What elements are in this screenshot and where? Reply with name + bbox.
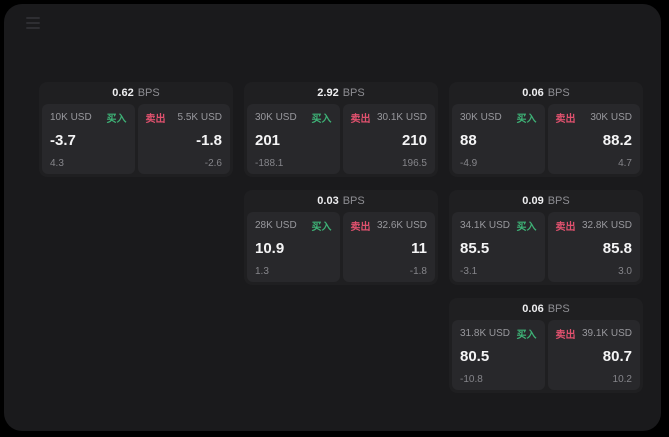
buy-button[interactable]: 买入 — [516, 222, 537, 233]
bps-value: 0.62 — [112, 87, 134, 99]
sell-value: 85.8 — [602, 240, 632, 258]
sell-button[interactable]: 卖出 — [350, 114, 371, 125]
sell-value: 80.7 — [602, 348, 632, 366]
sell-delta: -2.6 — [204, 158, 222, 169]
bps-header: 2.92 BPS — [244, 82, 438, 104]
sell-size: 30.1K USD — [376, 112, 427, 123]
bps-unit: BPS — [547, 303, 570, 315]
bps-value: 0.06 — [522, 303, 544, 315]
buy-panel[interactable]: 34.1K USD 买入 85.5 -3.1 — [452, 212, 545, 282]
buy-delta: -4.9 — [460, 158, 478, 169]
sell-value: -1.8 — [196, 132, 222, 150]
sell-value: 210 — [401, 132, 427, 150]
quote-card: 0.06 BPS 30K USD 买入 88 -4.9 卖出 30K USD — [449, 82, 643, 177]
buy-button[interactable]: 买入 — [311, 222, 332, 233]
buy-button[interactable]: 买入 — [311, 114, 332, 125]
buy-delta: 1.3 — [255, 266, 269, 277]
bps-value: 0.03 — [317, 195, 339, 207]
quote-card: 0.62 BPS 10K USD 买入 -3.7 4.3 卖出 5.5K USD — [39, 82, 233, 177]
bps-header: 0.62 BPS — [39, 82, 233, 104]
buy-size: 28K USD — [255, 220, 297, 231]
sell-panel[interactable]: 卖出 5.5K USD -1.8 -2.6 — [137, 104, 230, 174]
sell-delta: 10.2 — [612, 374, 632, 385]
buy-button[interactable]: 买入 — [516, 114, 537, 125]
sell-delta: -1.8 — [409, 266, 427, 277]
sell-value: 11 — [411, 240, 427, 258]
buy-panel[interactable]: 30K USD 买入 88 -4.9 — [452, 104, 545, 174]
buy-panel[interactable]: 28K USD 买入 10.9 1.3 — [247, 212, 340, 282]
quote-card: 0.09 BPS 34.1K USD 买入 85.5 -3.1 卖出 32.8K… — [449, 190, 643, 285]
quote-card: 0.03 BPS 28K USD 买入 10.9 1.3 卖出 32.6K US… — [244, 190, 438, 285]
bps-value: 0.09 — [522, 195, 544, 207]
quote-card-grid: 0.62 BPS 10K USD 买入 -3.7 4.3 卖出 5.5K USD — [39, 82, 643, 393]
buy-value: 85.5 — [460, 240, 490, 258]
bps-header: 0.09 BPS — [449, 190, 643, 212]
bps-header: 0.06 BPS — [449, 298, 643, 320]
sell-button[interactable]: 卖出 — [555, 114, 576, 125]
buy-delta: -188.1 — [255, 158, 284, 169]
buy-value: 10.9 — [255, 240, 285, 258]
bps-header: 0.03 BPS — [244, 190, 438, 212]
buy-size: 10K USD — [50, 112, 92, 123]
buy-panel[interactable]: 10K USD 买入 -3.7 4.3 — [42, 104, 135, 174]
buy-panel[interactable]: 31.8K USD 买入 80.5 -10.8 — [452, 320, 545, 390]
buy-value: 80.5 — [460, 348, 490, 366]
quote-card: 0.06 BPS 31.8K USD 买入 80.5 -10.8 卖出 39.1… — [449, 298, 643, 393]
bps-unit: BPS — [137, 87, 160, 99]
sell-panel[interactable]: 卖出 30K USD 88.2 4.7 — [547, 104, 640, 174]
menu-icon[interactable] — [26, 17, 40, 29]
sell-panel[interactable]: 卖出 32.8K USD 85.8 3.0 — [547, 212, 640, 282]
buy-button[interactable]: 买入 — [106, 114, 127, 125]
bps-value: 0.06 — [522, 87, 544, 99]
sell-size: 30K USD — [590, 112, 632, 123]
buy-delta: -3.1 — [460, 266, 478, 277]
sell-delta: 3.0 — [618, 266, 632, 277]
bps-value: 2.92 — [317, 87, 339, 99]
buy-size: 30K USD — [255, 112, 297, 123]
main-panel: 0.62 BPS 10K USD 买入 -3.7 4.3 卖出 5.5K USD — [4, 4, 661, 431]
sell-panel[interactable]: 卖出 32.6K USD 11 -1.8 — [342, 212, 435, 282]
sell-size: 32.8K USD — [581, 220, 632, 231]
sell-panel[interactable]: 卖出 39.1K USD 80.7 10.2 — [547, 320, 640, 390]
sell-button[interactable]: 卖出 — [555, 330, 576, 341]
buy-value: 201 — [255, 132, 281, 150]
bps-header: 0.06 BPS — [449, 82, 643, 104]
sell-delta: 4.7 — [618, 158, 632, 169]
buy-delta: -10.8 — [460, 374, 483, 385]
bps-unit: BPS — [342, 195, 365, 207]
sell-size: 5.5K USD — [177, 112, 222, 123]
buy-size: 31.8K USD — [460, 328, 511, 339]
quote-card: 2.92 BPS 30K USD 买入 201 -188.1 卖出 30.1K … — [244, 82, 438, 177]
buy-size: 34.1K USD — [460, 220, 511, 231]
sell-size: 39.1K USD — [581, 328, 632, 339]
sell-button[interactable]: 卖出 — [555, 222, 576, 233]
sell-button[interactable]: 卖出 — [350, 222, 371, 233]
bps-unit: BPS — [547, 195, 570, 207]
sell-size: 32.6K USD — [376, 220, 427, 231]
bps-unit: BPS — [342, 87, 365, 99]
buy-size: 30K USD — [460, 112, 502, 123]
sell-panel[interactable]: 卖出 30.1K USD 210 196.5 — [342, 104, 435, 174]
bps-unit: BPS — [547, 87, 570, 99]
buy-panel[interactable]: 30K USD 买入 201 -188.1 — [247, 104, 340, 174]
buy-value: 88 — [460, 132, 477, 150]
sell-button[interactable]: 卖出 — [145, 114, 166, 125]
buy-button[interactable]: 买入 — [516, 330, 537, 341]
sell-delta: 196.5 — [401, 158, 427, 169]
buy-delta: 4.3 — [50, 158, 64, 169]
sell-value: 88.2 — [602, 132, 632, 150]
buy-value: -3.7 — [50, 132, 76, 150]
